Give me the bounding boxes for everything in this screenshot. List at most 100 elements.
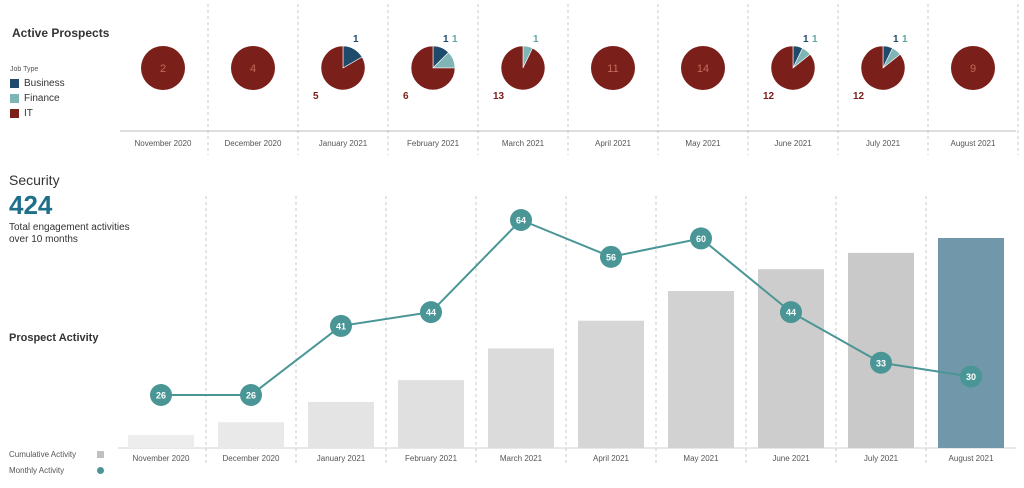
bottom-axis-label: April 2021 [593,454,630,463]
pie-slice-it [591,46,635,90]
job-type-legend-title: Job Type [10,66,39,73]
bottom-axis-label: February 2021 [405,454,458,463]
pie-value-label-business: 1 [803,34,809,45]
pie-value-label-business: 1 [893,34,899,45]
security-title: Security [9,172,60,188]
pie-value-label-it: 12 [763,91,775,102]
pie-value-label-it: 13 [493,91,505,102]
top-axis-label: November 2020 [135,139,192,148]
top-axis-label: April 2021 [595,139,632,148]
pie-value-label-it: 5 [313,91,319,102]
pie-value-label-it: 11 [607,63,618,75]
monthly-activity-point [150,384,172,406]
pie-value-label-it: 14 [697,63,709,75]
monthly-activity-point [420,301,442,324]
monthly-activity-point [240,384,262,406]
monthly-activity-value-label: 44 [426,308,436,318]
monthly-activity-value-label: 44 [786,308,796,318]
pie-slice-it [951,46,995,90]
pie-slice-it [320,45,366,91]
top-axis-label: June 2021 [774,139,812,148]
pie-value-label-it: 4 [250,63,256,75]
pie-value-label-finance: 1 [533,34,539,45]
legend-label-finance: Finance [24,93,60,104]
pie-value-label-finance: 1 [902,34,908,45]
cumulative-bar [398,380,464,448]
top-axis-label: January 2021 [319,139,368,148]
monthly-activity-value-label: 26 [156,391,166,401]
cumulative-bar [308,401,374,448]
top-axis-label: March 2021 [502,139,545,148]
legend-label-it: IT [24,108,33,119]
top-axis-label: August 2021 [951,139,996,148]
monthly-activity-value-label: 64 [516,216,526,226]
active-prospects-title: Active Prospects [12,26,110,40]
pie-slice-it [770,45,816,91]
monthly-activity-point [690,227,712,250]
cumulative-bar [578,320,644,448]
legend-cumulative-label: Cumulative Activity [9,450,77,459]
cumulative-swatch [97,451,104,458]
pie-slice-it [231,46,275,90]
total-engagement-value: 424 [9,190,53,220]
pie-value-label-business: 1 [443,34,449,45]
monthly-activity-value-label: 41 [336,321,346,331]
bottom-axis-label: July 2021 [864,454,899,463]
top-axis-label: July 2021 [866,139,901,148]
pie-value-label-it: 2 [160,63,166,75]
pie-value-label-business: 1 [353,34,359,45]
finance-swatch [10,94,19,103]
monthly-activity-value-label: 33 [876,358,886,368]
pie-slice-it [500,45,546,91]
top-axis-label: May 2021 [685,139,721,148]
pie-value-label-it: 9 [970,63,976,75]
monthly-activity-point [780,301,802,324]
pie-slice-it [681,46,725,90]
cumulative-bar [938,238,1004,448]
monthly-activity-line [161,218,972,396]
pie-value-label-finance: 1 [812,34,818,45]
bottom-axis-label: January 2021 [317,454,366,463]
legend-label-business: Business [24,78,65,89]
total-engagement-caption: Total engagement activities over 10 mont… [9,222,130,245]
cumulative-bar [488,348,554,448]
monthly-activity-point [960,365,982,388]
bottom-axis-label: May 2021 [683,454,719,463]
cumulative-bar [218,422,284,448]
legend-cumulative: Cumulative Activity [9,450,109,459]
monthly-activity-value-label: 30 [966,372,976,382]
legend-item-finance: Finance [10,93,60,104]
bottom-axis-label: November 2020 [133,454,190,463]
bottom-axis-label: March 2021 [500,454,543,463]
legend-monthly-label: Monthly Activity [9,466,65,475]
pie-slice-it [141,46,185,90]
cumulative-bar [758,269,824,448]
monthly-dot [97,467,104,474]
cumulative-bar [128,435,194,448]
monthly-activity-value-label: 56 [606,252,616,262]
pie-slice-it [410,45,456,91]
business-swatch [10,79,19,88]
bottom-axis-label: August 2021 [949,454,994,463]
monthly-activity-point [510,209,532,231]
legend-item-business: Business [10,78,65,89]
it-swatch [10,109,19,118]
monthly-activity-point [330,314,352,337]
pie-value-label-it: 6 [403,91,409,102]
pie-value-label-finance: 1 [452,34,458,45]
pie-slice-it [860,45,906,91]
bottom-axis-label: June 2021 [772,454,810,463]
bottom-axis-label: December 2020 [223,454,280,463]
legend-monthly: Monthly Activity [9,466,109,475]
legend-item-it: IT [10,108,33,119]
monthly-activity-value-label: 26 [246,391,256,401]
monthly-activity-value-label: 60 [696,234,706,244]
top-axis-label: December 2020 [225,139,282,148]
top-axis-label: February 2021 [407,139,460,148]
cumulative-bar [668,290,734,448]
pie-value-label-it: 12 [853,91,865,102]
monthly-activity-point [870,351,892,374]
monthly-activity-point [600,245,622,268]
prospect-activity-title: Prospect Activity [9,332,99,344]
